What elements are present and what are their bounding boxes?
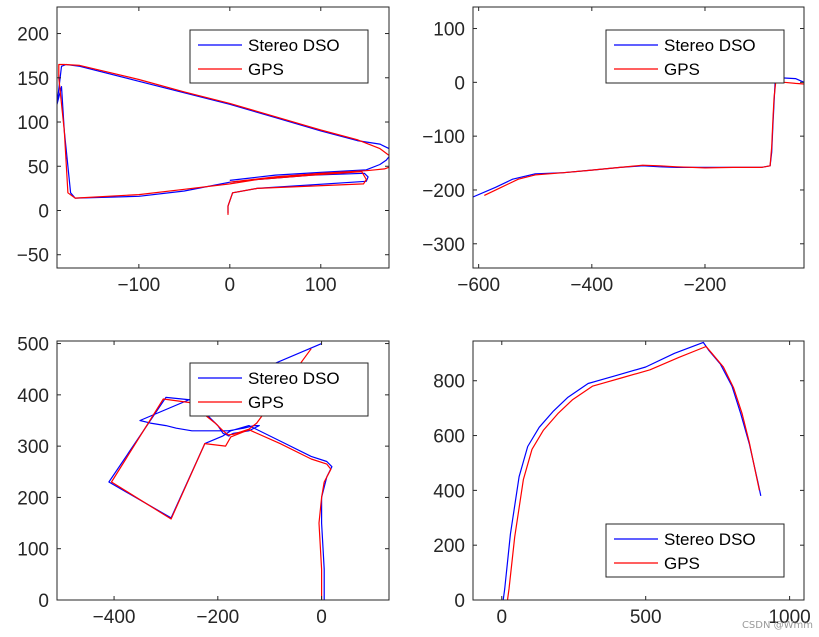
- y-tick-label: 0: [38, 201, 49, 222]
- legend-box: [189, 29, 369, 84]
- y-tick-label: 0: [454, 591, 465, 612]
- legend-entry-label: Stereo DSO: [664, 36, 756, 55]
- y-tick-label: −300: [422, 235, 465, 256]
- x-tick-label: 100: [305, 275, 337, 296]
- series-line-gps: [506, 345, 760, 600]
- y-tick-label: 200: [433, 536, 465, 557]
- x-tick-label: 500: [630, 607, 662, 628]
- legend: Stereo DSO GPS: [605, 29, 785, 84]
- y-tick-label: −200: [422, 181, 465, 202]
- legend-box: [189, 362, 369, 417]
- axes-box: [56, 6, 390, 269]
- legend-entry-label: GPS: [664, 554, 700, 573]
- y-tick-label: 500: [17, 335, 49, 356]
- y-tick-label: 150: [17, 69, 49, 90]
- series-line-stereo-dso: [57, 63, 389, 214]
- y-tick-label: 0: [454, 73, 465, 94]
- legend-entry-label: Stereo DSO: [664, 530, 756, 549]
- y-tick-label: 50: [28, 157, 49, 178]
- x-tick-label: 1000: [768, 607, 810, 628]
- y-tick-label: 800: [433, 372, 465, 393]
- y-tick-label: 0: [38, 591, 49, 612]
- y-tick-label: −100: [422, 127, 465, 148]
- watermark-text: CSDN @Wmm: [741, 620, 813, 631]
- x-tick-label: −600: [457, 275, 500, 296]
- x-tick-label: 0: [316, 607, 327, 628]
- y-tick-label: 100: [17, 540, 49, 561]
- chart-panel-4: 0 500 1000 0 200 400 600 800 Stereo DSO GPS: [433, 340, 811, 628]
- x-tick-label: −200: [684, 275, 727, 296]
- x-tick-label: −400: [570, 275, 613, 296]
- x-tick-label: −100: [117, 275, 160, 296]
- y-tick-label: 200: [17, 488, 49, 509]
- y-tick-label: 100: [433, 20, 465, 41]
- series-line-stereo-dso: [502, 341, 762, 600]
- y-tick-label: 200: [17, 25, 49, 46]
- axes-box: [472, 340, 805, 601]
- x-tick-label: −200: [196, 607, 239, 628]
- chart-panel-3: −400 −200 0 0 100 200 300 400 500 Stereo DSO GPS: [17, 335, 390, 628]
- chart-panel-2: −600 −400 −200 −300 −200 −100 0 100 Stereo DSO GP…: [422, 6, 805, 296]
- y-tick-label: 400: [433, 481, 465, 502]
- legend-entry-label: GPS: [664, 60, 700, 79]
- legend-entry-label: Stereo DSO: [248, 36, 340, 55]
- y-tick-label: 100: [17, 113, 49, 134]
- series-line-gps: [58, 63, 389, 215]
- chart-panel-1: −100 0 100 −50 0 50 100 150 200 Stereo DSO GPS: [17, 6, 390, 296]
- x-tick-label: 0: [496, 607, 507, 628]
- y-tick-label: 400: [17, 386, 49, 407]
- y-tick-label: −50: [17, 246, 49, 267]
- series-line-stereo-dso: [473, 76, 804, 198]
- legend: Stereo DSO GPS: [189, 362, 369, 417]
- legend: Stereo DSO GPS: [189, 29, 369, 84]
- legend-box: [605, 29, 785, 84]
- y-tick-label: 600: [433, 427, 465, 448]
- series-line-gps: [110, 348, 332, 600]
- legend-entry-label: GPS: [248, 60, 284, 79]
- axes-box: [472, 6, 805, 269]
- axes-box: [56, 340, 390, 601]
- legend-entry-label: GPS: [248, 393, 284, 412]
- x-tick-label: 0: [225, 275, 236, 296]
- x-tick-label: −400: [93, 607, 136, 628]
- y-tick-label: 300: [17, 437, 49, 458]
- legend: Stereo DSO GPS: [605, 523, 785, 578]
- series-line-gps: [484, 80, 804, 196]
- legend-entry-label: Stereo DSO: [248, 369, 340, 388]
- legend-box: [605, 523, 785, 578]
